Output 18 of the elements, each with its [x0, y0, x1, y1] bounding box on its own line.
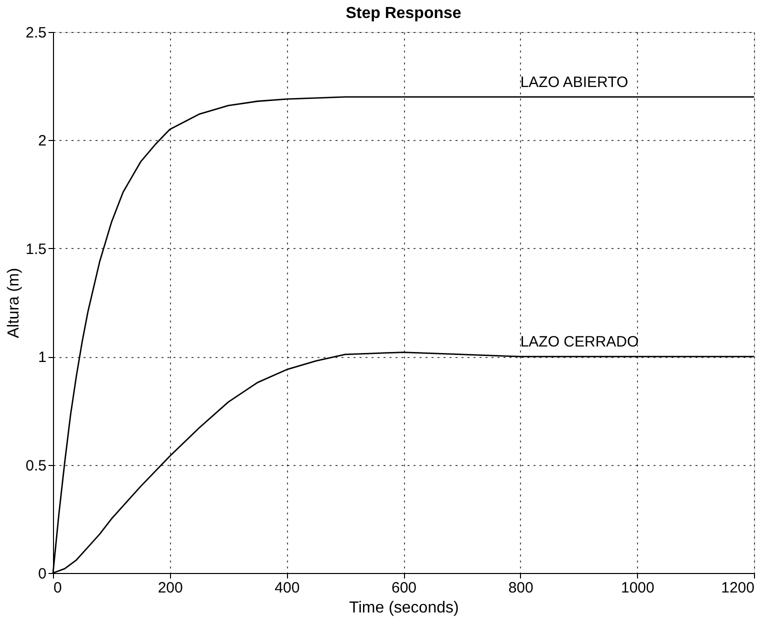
x-tick-label: 200	[158, 580, 183, 596]
x-tick-label: 600	[391, 580, 417, 596]
annotation: LAZO CERRADO	[520, 334, 639, 351]
x-tick-label: 1000	[620, 580, 654, 596]
y-tick-label: 0	[38, 566, 46, 582]
y-tick-label: 2	[38, 132, 46, 150]
x-tick-label: 400	[274, 580, 300, 596]
x-tick-label: 1200	[721, 580, 754, 596]
chart-title: Step Response	[346, 5, 462, 22]
y-tick-label: 2.5	[26, 24, 46, 42]
y-tick-label: 1	[38, 349, 46, 366]
x-tick-label: 0	[54, 580, 62, 596]
y-axis-title: Altura (m)	[6, 268, 23, 338]
x-axis-title: Time (seconds)	[349, 600, 459, 616]
x-tick-label: 800	[508, 580, 534, 596]
y-tick-label: 0.5	[26, 457, 46, 474]
y-tick-label: 1.5	[26, 240, 46, 258]
annotation: LAZO ABIERTO	[520, 74, 628, 91]
